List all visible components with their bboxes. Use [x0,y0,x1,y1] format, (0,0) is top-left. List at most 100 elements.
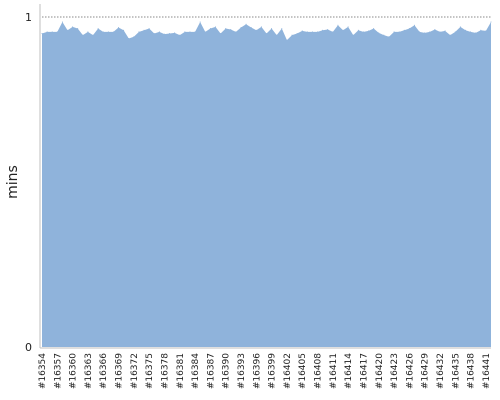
data-point [352,34,354,36]
data-point [454,31,456,33]
data-point [209,28,211,30]
x-tick-label: #16411 [329,353,339,389]
data-point [41,33,43,34]
x-tick-label: #16369 [115,353,125,389]
data-point [133,36,135,38]
data-point [138,31,140,33]
x-tick-label: #16429 [421,353,431,389]
data-point [56,31,58,33]
data-point [174,32,176,34]
data-point [204,31,206,33]
data-point [327,29,329,31]
data-point [490,21,492,23]
data-point [322,29,324,31]
x-tick-label: #16390 [222,353,232,389]
x-tick-label: #16366 [99,353,109,389]
x-tick-label: #16357 [53,353,63,389]
data-point [470,31,472,33]
axis-layer [39,4,491,349]
x-tick-label: #16441 [482,353,492,389]
data-point [383,34,385,36]
data-point [123,29,125,31]
x-tick-label: #16414 [344,353,354,389]
data-point [301,30,303,32]
x-tick-label: #16354 [38,353,48,389]
data-point [464,29,466,31]
data-point [403,29,405,31]
data-point [46,31,48,33]
x-tick-label: #16438 [467,353,477,389]
x-tick-label: #16387 [206,353,216,389]
x-tick-label: #16378 [160,353,170,389]
x-tick-label: #16417 [359,353,369,389]
x-tick-label: #16435 [451,353,461,389]
x-tick-label: #16423 [390,353,400,389]
data-point [240,27,242,29]
data-point [276,34,278,36]
data-point [281,28,283,30]
x-tick-label: #16405 [298,353,308,389]
data-point [225,28,227,30]
data-point [87,31,89,33]
data-point [378,32,380,34]
data-point [230,29,232,31]
data-point [250,27,252,29]
data-point [220,33,222,34]
x-tick-label: #16381 [176,353,186,389]
label-layer: 0 1 mins #16354 #16357 #16360 #16363 #16366 #163… [5,11,492,389]
plot-layer [41,21,492,347]
data-point [112,31,114,33]
data-point [429,31,431,33]
data-point [434,29,436,31]
data-point [118,27,120,29]
data-point [286,39,288,41]
x-tick-label: #16360 [69,353,79,389]
data-point [72,26,74,28]
data-point [189,31,191,33]
data-point [235,31,237,33]
data-point [194,31,196,33]
data-point [332,31,334,33]
data-point [169,33,171,34]
data-point [92,34,94,36]
data-point [260,26,262,28]
y-tick-label: 1 [25,11,32,24]
data-point [184,31,186,33]
data-point [419,31,421,33]
data-point [245,23,247,25]
data-point [306,31,308,33]
data-point [107,31,109,33]
data-point [393,31,395,33]
data-point [485,30,487,32]
data-point [296,33,298,34]
data-point [51,31,53,33]
data-point [357,29,359,31]
data-point [148,28,150,30]
data-point [102,31,104,33]
data-point [163,33,165,35]
data-point [291,34,293,36]
data-point [199,21,201,23]
data-point [179,34,181,36]
data-point [373,28,375,30]
x-tick-label: #16393 [237,353,247,389]
data-point [143,29,145,31]
data-point [475,32,477,34]
data-point [408,28,410,30]
x-tick-label: #16396 [252,353,262,389]
y-axis-label: mins [5,165,21,199]
x-tick-label: #16372 [130,353,140,389]
data-point [424,32,426,34]
data-point [388,36,390,38]
data-point [266,33,267,34]
data-point [444,30,446,32]
data-point [61,21,63,23]
data-point [67,29,69,31]
data-point [337,24,339,26]
data-point [480,29,482,31]
data-point [77,28,79,30]
data-point [255,29,257,31]
x-tick-label: #16402 [283,353,293,389]
